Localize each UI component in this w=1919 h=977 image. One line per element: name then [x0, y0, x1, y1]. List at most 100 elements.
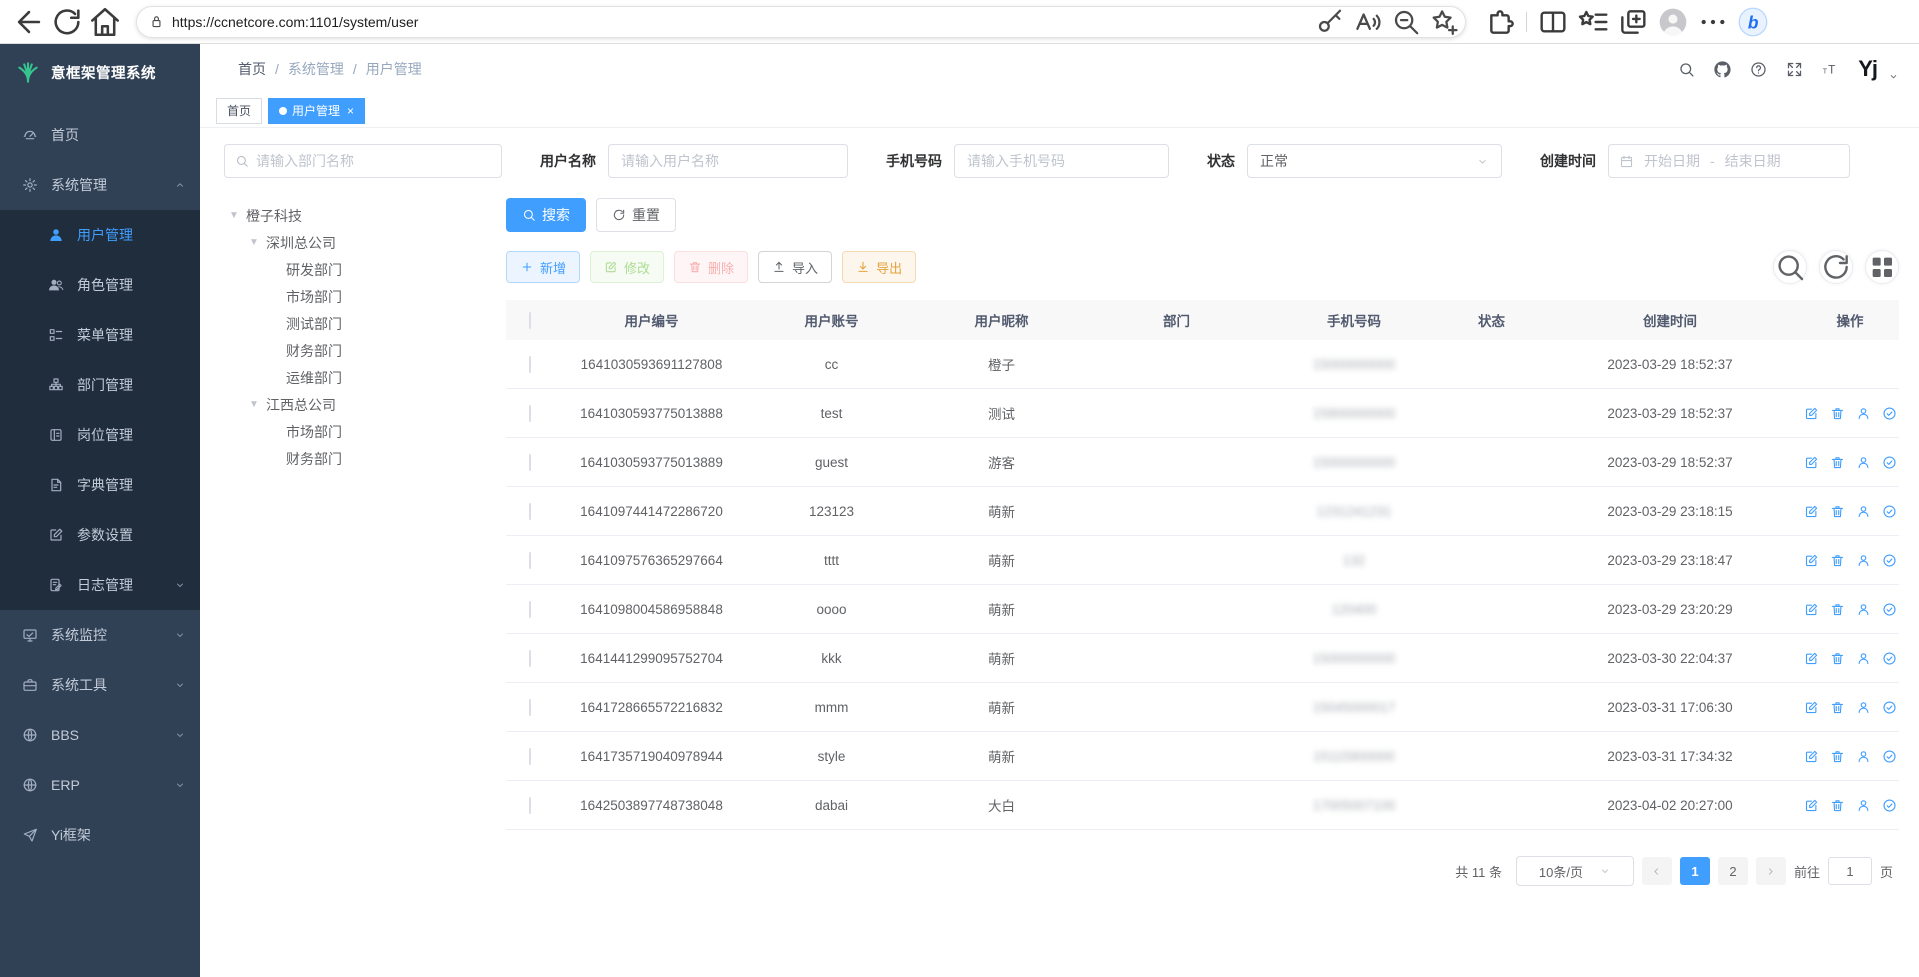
tree-expand-icon[interactable]: ▼ — [249, 237, 259, 248]
row-checkbox[interactable] — [529, 649, 531, 667]
copilot-icon[interactable]: b — [1737, 7, 1769, 37]
row-assign-icon[interactable] — [1882, 455, 1897, 470]
row-assign-icon[interactable] — [1882, 406, 1897, 421]
add-button[interactable]: 新增 — [506, 251, 581, 283]
row-edit-icon[interactable] — [1804, 455, 1819, 470]
read-aloud-icon[interactable] — [1353, 8, 1383, 36]
show-search-icon[interactable] — [1773, 250, 1807, 284]
sidebar-item-字典管理[interactable]: 字典管理 — [0, 460, 200, 510]
tree-node-橙子科技[interactable]: ▼ 橙子科技 — [229, 207, 302, 224]
row-delete-icon[interactable] — [1830, 700, 1845, 715]
tree-node-运维部门[interactable]: 运维部门 — [286, 369, 342, 386]
tree-expand-icon[interactable]: ▼ — [249, 399, 259, 410]
row-edit-icon[interactable] — [1804, 651, 1819, 666]
dept-search-input[interactable]: 请输入部门名称 — [224, 144, 502, 178]
row-delete-icon[interactable] — [1830, 553, 1845, 568]
row-edit-icon[interactable] — [1804, 798, 1819, 813]
row-delete-icon[interactable] — [1830, 504, 1845, 519]
row-assign-icon[interactable] — [1882, 651, 1897, 666]
favorites-icon[interactable] — [1577, 7, 1609, 37]
row-delete-icon[interactable] — [1830, 406, 1845, 421]
row-assign-icon[interactable] — [1882, 749, 1897, 764]
github-icon[interactable] — [1714, 60, 1731, 78]
row-checkbox[interactable] — [529, 551, 531, 569]
row-delete-icon[interactable] — [1830, 455, 1845, 470]
extensions-icon[interactable] — [1484, 7, 1516, 37]
phone-input[interactable] — [954, 144, 1169, 178]
edit-button[interactable]: 修改 — [590, 251, 665, 283]
page-1[interactable]: 1 — [1679, 857, 1710, 885]
import-button[interactable]: 导入 — [758, 251, 833, 283]
more-icon[interactable] — [1697, 7, 1729, 37]
row-checkbox[interactable] — [529, 600, 531, 618]
goto-page-input[interactable] — [1827, 857, 1872, 885]
tab-用户管理[interactable]: 用户管理 × — [268, 97, 366, 124]
key-icon[interactable] — [1315, 8, 1345, 36]
row-edit-icon[interactable] — [1804, 504, 1819, 519]
star-plus-icon[interactable] — [1429, 8, 1459, 36]
row-assign-icon[interactable] — [1882, 553, 1897, 568]
sidebar-item-ERP[interactable]: ERP — [0, 760, 200, 810]
row-edit-icon[interactable] — [1804, 553, 1819, 568]
row-reset-password-icon[interactable] — [1856, 798, 1871, 813]
sidebar-item-Yi框架[interactable]: Yi框架 — [0, 810, 200, 860]
tab-首页[interactable]: 首页 — [216, 97, 263, 124]
row-assign-icon[interactable] — [1882, 602, 1897, 617]
row-checkbox[interactable] — [529, 404, 531, 422]
breadcrumb-home[interactable]: 首页 — [238, 61, 266, 77]
export-button[interactable]: 导出 — [842, 251, 917, 283]
tree-node-深圳总公司[interactable]: ▼ 深圳总公司 — [249, 234, 336, 251]
profile-avatar-icon[interactable] — [1657, 7, 1689, 37]
sidebar-item-部门管理[interactable]: 部门管理 — [0, 360, 200, 410]
row-delete-icon[interactable] — [1830, 798, 1845, 813]
row-reset-password-icon[interactable] — [1856, 553, 1871, 568]
search-button[interactable]: 搜索 — [506, 198, 586, 232]
row-reset-password-icon[interactable] — [1856, 700, 1871, 715]
sidebar-item-日志管理[interactable]: 日志管理 — [0, 560, 200, 610]
row-reset-password-icon[interactable] — [1856, 455, 1871, 470]
sidebar-item-菜单管理[interactable]: 菜单管理 — [0, 310, 200, 360]
row-reset-password-icon[interactable] — [1856, 406, 1871, 421]
row-edit-icon[interactable] — [1804, 602, 1819, 617]
row-reset-password-icon[interactable] — [1856, 749, 1871, 764]
sidebar-item-用户管理[interactable]: 用户管理 — [0, 210, 200, 260]
date-range-picker[interactable]: 开始日期 - 结束日期 — [1608, 144, 1850, 178]
tree-expand-icon[interactable]: ▼ — [229, 210, 239, 221]
help-icon[interactable] — [1750, 61, 1767, 78]
home-icon[interactable] — [88, 6, 122, 38]
row-checkbox[interactable] — [529, 796, 531, 814]
tree-node-财务部门[interactable]: 财务部门 — [286, 342, 342, 359]
sidebar-item-BBS[interactable]: BBS — [0, 710, 200, 760]
url-text[interactable]: https://ccnetcore.com:1101/system/user — [172, 13, 419, 30]
close-icon[interactable]: × — [347, 103, 355, 118]
tree-node-江西总公司[interactable]: ▼ 江西总公司 — [249, 396, 336, 413]
row-checkbox[interactable] — [529, 355, 531, 373]
row-delete-icon[interactable] — [1830, 749, 1845, 764]
sidebar-item-系统工具[interactable]: 系统工具 — [0, 660, 200, 710]
sidebar-item-参数设置[interactable]: 参数设置 — [0, 510, 200, 560]
row-reset-password-icon[interactable] — [1856, 504, 1871, 519]
refresh-icon[interactable] — [50, 6, 84, 38]
column-settings-icon[interactable] — [1865, 250, 1899, 284]
row-checkbox[interactable] — [529, 747, 531, 765]
tree-node-市场部门[interactable]: 市场部门 — [286, 423, 342, 440]
row-edit-icon[interactable] — [1804, 406, 1819, 421]
row-assign-icon[interactable] — [1882, 700, 1897, 715]
tree-node-财务部门[interactable]: 财务部门 — [286, 450, 342, 467]
row-reset-password-icon[interactable] — [1856, 602, 1871, 617]
row-edit-icon[interactable] — [1804, 700, 1819, 715]
row-assign-icon[interactable] — [1882, 798, 1897, 813]
chevron-down-icon[interactable] — [1888, 71, 1899, 82]
row-edit-icon[interactable] — [1804, 749, 1819, 764]
select-all-checkbox[interactable] — [529, 311, 531, 329]
sidebar-item-系统监控[interactable]: 系统监控 — [0, 610, 200, 660]
tree-node-测试部门[interactable]: 测试部门 — [286, 315, 342, 332]
sidebar-item-系统管理[interactable]: 系统管理 — [0, 160, 200, 210]
row-delete-icon[interactable] — [1830, 651, 1845, 666]
username-input[interactable] — [608, 144, 848, 178]
row-checkbox[interactable] — [529, 502, 531, 520]
row-assign-icon[interactable] — [1882, 504, 1897, 519]
row-delete-icon[interactable] — [1830, 602, 1845, 617]
fullscreen-icon[interactable] — [1786, 61, 1803, 78]
